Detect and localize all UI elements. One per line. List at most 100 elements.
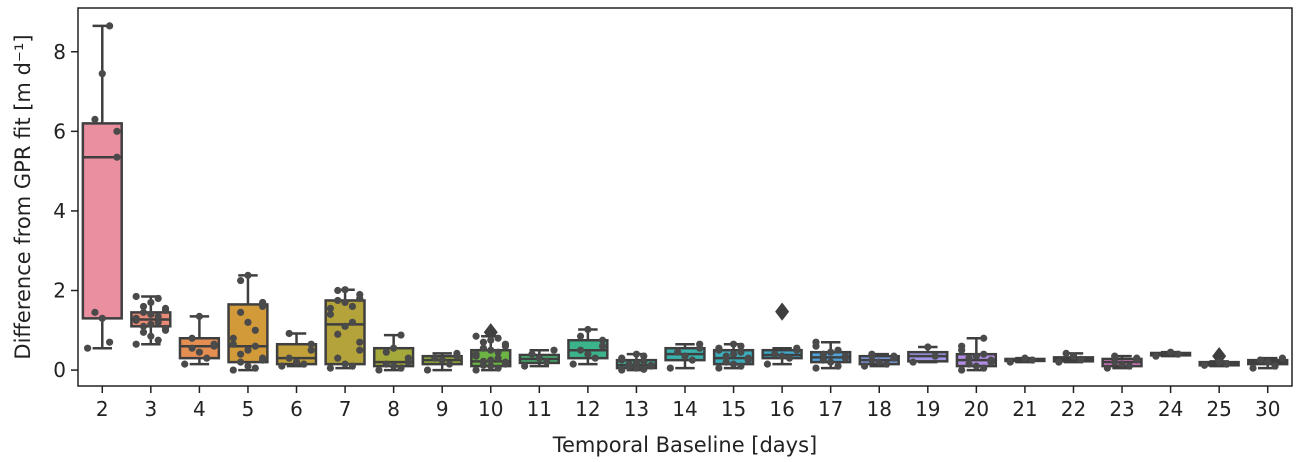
data-point <box>647 361 655 369</box>
data-point <box>591 354 599 362</box>
data-point <box>528 350 536 358</box>
data-point <box>681 352 689 360</box>
data-point <box>1125 362 1133 370</box>
data-point <box>341 322 349 330</box>
data-point <box>972 362 980 370</box>
data-point <box>972 352 980 360</box>
data-point <box>83 344 92 352</box>
data-point <box>195 312 203 320</box>
box-group <box>1149 348 1192 360</box>
data-point <box>1118 360 1126 368</box>
data-point <box>139 322 148 330</box>
data-point <box>763 360 772 368</box>
data-point <box>278 362 286 370</box>
data-point <box>640 352 648 360</box>
data-point <box>229 334 237 342</box>
x-tick-label: 5 <box>242 397 255 421</box>
data-point <box>1077 355 1085 363</box>
data-point <box>569 360 577 368</box>
box-group <box>664 340 706 372</box>
data-point <box>632 359 641 367</box>
data-point <box>584 325 592 334</box>
data-point <box>980 350 988 358</box>
x-tick-label: 6 <box>290 397 303 421</box>
data-point <box>666 364 674 372</box>
data-point <box>827 348 835 356</box>
box-group <box>1004 354 1046 366</box>
data-point <box>438 356 446 364</box>
box-group <box>1247 354 1289 372</box>
data-point <box>1111 358 1119 366</box>
data-point <box>147 332 155 340</box>
data-point <box>980 334 988 342</box>
data-point <box>958 366 966 374</box>
y-axis-label: Difference from GPR fit [m d⁻¹] <box>11 34 35 359</box>
data-point <box>479 344 488 352</box>
y-axis: 0 2 4 6 8 <box>53 40 78 382</box>
box-group <box>178 312 221 368</box>
box-group <box>810 338 852 372</box>
data-point <box>334 330 342 338</box>
data-point <box>147 320 155 328</box>
data-point <box>729 360 738 368</box>
data-point <box>868 356 876 364</box>
data-point <box>154 312 162 320</box>
data-point <box>334 296 342 305</box>
data-point <box>334 354 342 362</box>
box-group <box>712 340 755 372</box>
data-point <box>132 292 140 301</box>
data-point <box>98 314 106 322</box>
data-point <box>625 360 633 368</box>
y-tick-label: 0 <box>53 358 66 382</box>
data-point <box>696 340 704 348</box>
data-point <box>181 360 189 368</box>
data-point <box>494 364 502 372</box>
data-point <box>535 354 543 362</box>
data-point <box>860 362 869 370</box>
box-group <box>955 334 998 374</box>
x-tick-label: 19 <box>915 397 940 421</box>
data-point <box>576 332 585 340</box>
data-point <box>334 286 342 295</box>
data-point <box>348 362 357 370</box>
data-point <box>341 286 349 294</box>
x-axis-label: Temporal Baseline [days] <box>552 433 818 457</box>
y-tick-label: 8 <box>53 40 66 64</box>
box-group <box>81 22 123 352</box>
outlier-marker <box>775 302 790 321</box>
data-point <box>576 346 585 354</box>
data-point <box>259 354 267 362</box>
box-group <box>615 350 658 374</box>
data-point <box>827 358 835 366</box>
x-tick-label: 17 <box>818 397 843 421</box>
data-point <box>113 153 121 161</box>
data-point <box>154 336 162 344</box>
data-point <box>487 362 495 370</box>
data-point <box>154 318 162 326</box>
data-point <box>1152 352 1160 360</box>
data-point <box>958 342 966 350</box>
data-point <box>737 348 745 356</box>
x-tick-label: 2 <box>96 397 109 421</box>
data-point <box>237 358 245 366</box>
data-point <box>251 326 259 334</box>
data-point <box>356 338 364 346</box>
data-point <box>244 346 252 354</box>
data-point <box>356 290 364 299</box>
data-point <box>91 115 99 124</box>
data-point <box>737 342 745 350</box>
data-point <box>640 365 648 373</box>
data-point <box>618 354 626 362</box>
data-point <box>210 340 218 348</box>
data-point <box>793 344 801 352</box>
data-point <box>203 354 211 362</box>
data-point <box>1278 354 1287 362</box>
data-point <box>404 354 412 362</box>
data-point <box>1069 352 1078 360</box>
box-group <box>907 343 949 366</box>
box-group <box>470 323 512 374</box>
data-point <box>778 352 786 360</box>
x-tick-label: 25 <box>1206 397 1231 421</box>
data-point <box>382 360 390 368</box>
box-group <box>1101 352 1143 372</box>
